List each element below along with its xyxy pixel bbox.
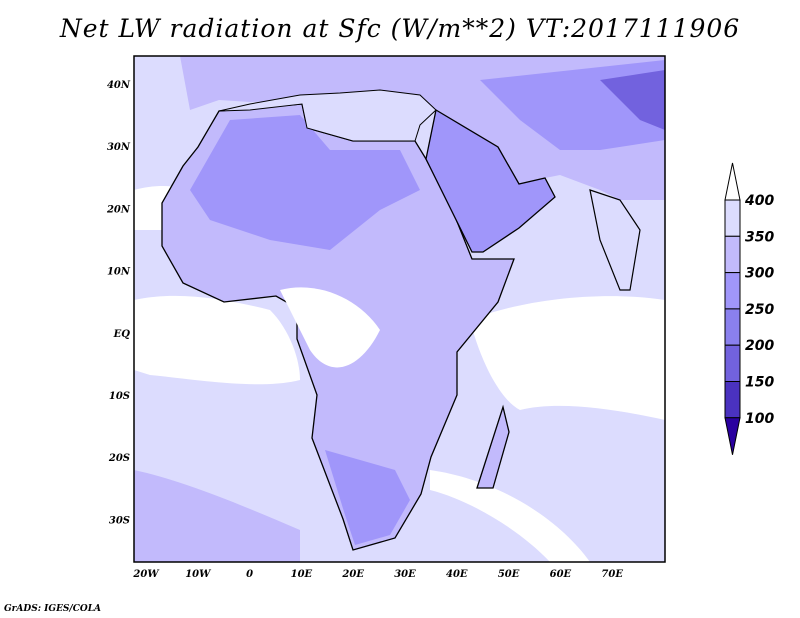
lat-labels: 40N 30N 20N 10N EQ 10S 20S 30S [106,80,131,526]
southern-africa-region [325,450,410,545]
colorbar-label: 300 [745,266,774,282]
sahara-region [190,115,420,250]
colorbar-label: 100 [745,411,774,427]
lat-label: 20S [108,453,130,464]
lon-label: 50E [498,569,520,580]
white-band-south [430,470,590,562]
lon-label: 60E [550,569,572,580]
lon-labels: 20W 10W 0 10E 20E 30E 40E 50E 60E 70E [132,569,623,580]
madagascar-land [476,404,510,489]
himalaya-region [600,70,665,130]
colorbar-label: 150 [745,375,774,391]
colorbar-segment [724,308,741,346]
lon-label: 20E [341,569,364,580]
colorbar-segment [724,235,741,274]
colorbar-segment [724,381,741,419]
colorbar-label: 400 [744,193,774,209]
lon-label: 40E [446,569,468,580]
colorbar-segment [724,272,741,310]
map-frame [133,55,666,563]
lon-label: 10W [185,569,212,580]
lon-label: 70E [601,569,623,580]
colorbar-label: 250 [745,302,774,318]
lat-label: 10S [109,391,130,402]
southern-atlantic-field [134,470,300,562]
colorbar-label: 350 [745,229,774,245]
white-region-indian [470,296,665,420]
lon-label: 10E [291,569,313,580]
colorbar-bottom-arrow [724,417,741,455]
mediterranean-sea [218,89,437,142]
lat-label: 30S [109,515,130,526]
colorbar-segment [724,344,741,383]
lat-label: EQ [113,329,131,340]
colorbar: 400 350 300 250 200 150 100 [724,162,774,455]
map-title: Net LW radiation at Sfc (W/m**2) VT:2017… [59,14,741,43]
lat-label: 20N [106,204,131,215]
congo-white-region [280,287,380,368]
map-field [134,56,665,562]
colorbar-label: 200 [745,338,774,354]
arabia-land [425,108,556,253]
lat-label: 10N [107,267,131,278]
india-land [589,189,641,291]
lon-label: 0 [246,569,253,580]
colorbar-segment [724,199,741,237]
lon-label: 20W [132,569,160,580]
colorbar-top-arrow [724,162,741,201]
lat-label: 30N [107,142,131,153]
lat-label: 40N [107,80,131,91]
credit-text: GrADS: IGES/COLA [4,604,102,614]
lon-label: 30E [394,569,416,580]
white-region-atlantic [134,295,300,385]
